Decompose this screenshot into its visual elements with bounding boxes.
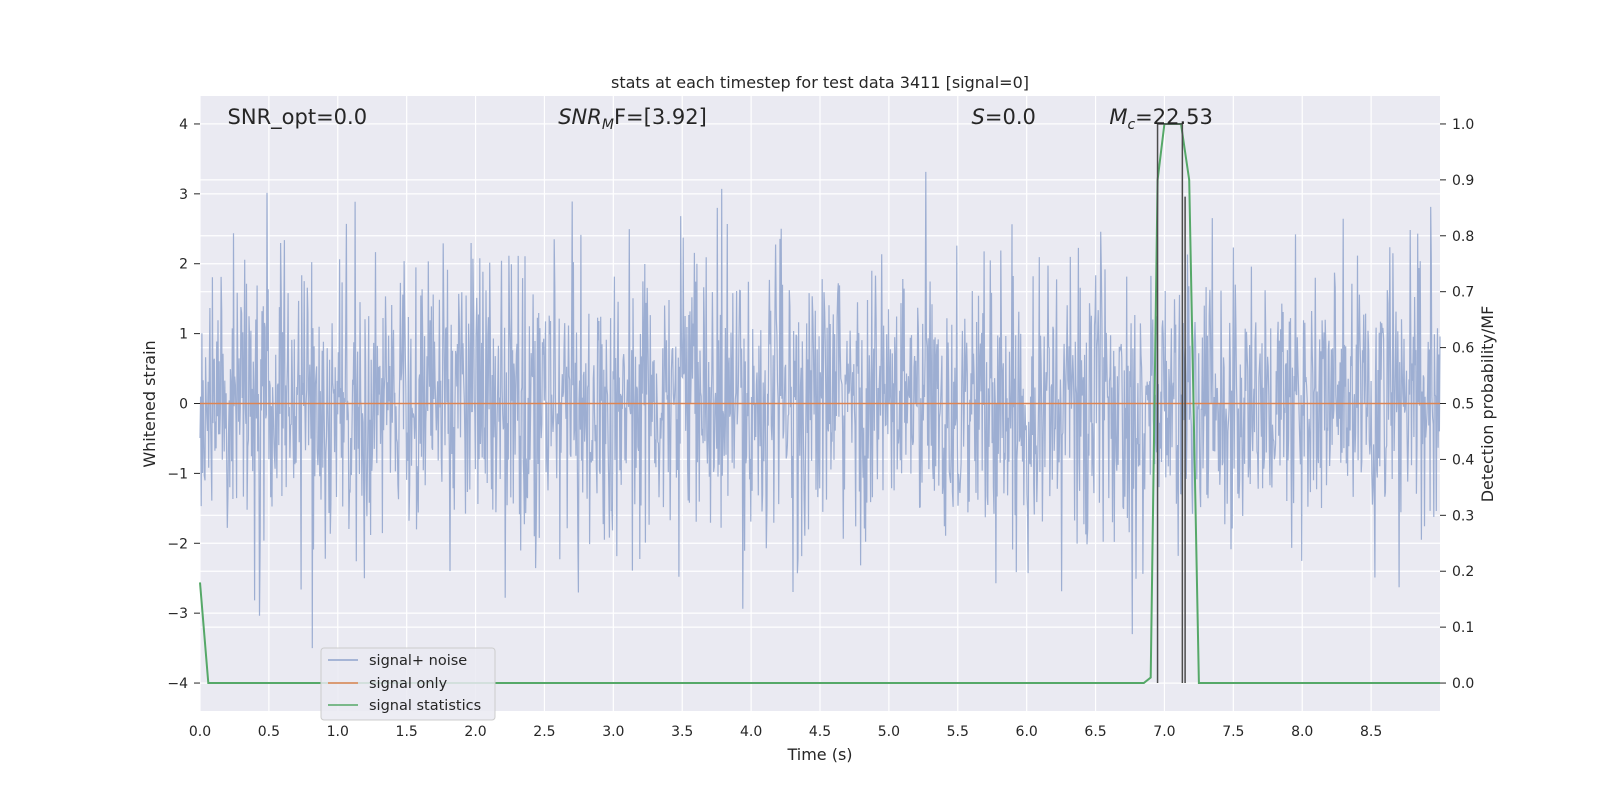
x-tick-label: 3.0	[602, 724, 624, 740]
y-right-tick-label: 0.1	[1452, 620, 1474, 636]
series-line-signal-noise	[199, 171, 1441, 649]
y-left-axis-label: Whitened strain	[140, 340, 159, 467]
series-signal-noise	[199, 171, 1441, 649]
legend-label-signal-only: signal only	[369, 676, 448, 692]
y-left-tick-label: 3	[179, 187, 188, 203]
y-left-tick-label: −1	[167, 466, 188, 482]
y-right-tick-label: 0.6	[1452, 341, 1474, 357]
vertical-markers	[1156, 123, 1186, 684]
y-right-tick-label: 0.8	[1452, 229, 1474, 245]
annotation-3: Mc=22.53	[1109, 105, 1213, 133]
y-right-tick-label: 0.7	[1452, 285, 1474, 301]
x-tick-label: 2.0	[464, 724, 486, 740]
y-left-tick-label: −2	[167, 536, 188, 552]
legend-label-signal-noise: signal+ noise	[369, 653, 467, 669]
y-left-tick-label: 1	[179, 327, 188, 343]
y-right-tick-label: 0.4	[1452, 452, 1474, 468]
y-right-tick-labels: 0.0 0.1 0.2 0.3 0.4 0.5 0.6 0.7 0.8 0.9 1.0	[1440, 117, 1474, 692]
annotation-0: SNR_opt=0.0	[228, 105, 368, 130]
x-tick-label: 0.5	[258, 724, 280, 740]
x-tick-label: 5.5	[947, 724, 969, 740]
y-right-tick-label: 0.2	[1452, 564, 1474, 580]
x-tick-label: 6.0	[1016, 724, 1038, 740]
y-left-tick-labels: −4 −3 −2 −1 0 1 2 3 4	[167, 117, 200, 692]
x-tick-label: 8.0	[1291, 724, 1313, 740]
x-tick-label: 7.0	[1153, 724, 1175, 740]
x-tick-label: 1.5	[396, 724, 418, 740]
legend-label-signal-statistics: signal statistics	[369, 698, 481, 714]
x-tick-labels: 0.0 0.5 1.0 1.5 2.0 2.5 3.0 3.5 4.0 4.5 5.0 5.5 6.0 6…	[189, 724, 1382, 740]
y-left-tick-label: −4	[167, 676, 188, 692]
legend: signal+ noise signal only signal statist…	[320, 647, 496, 721]
annotation-1: SNRMF=[3.92]	[558, 105, 707, 133]
y-right-tick-label: 0.0	[1452, 676, 1474, 692]
x-tick-label: 7.5	[1222, 724, 1244, 740]
y-left-tick-label: 4	[179, 117, 188, 133]
y-left-tick-label: 2	[179, 257, 188, 273]
x-tick-label: 0.0	[189, 724, 211, 740]
x-tick-label: 6.5	[1084, 724, 1106, 740]
annotations: SNR_opt=0.0 SNRMF=[3.92] S=0.0 Mc=22.53	[228, 105, 1213, 133]
y-right-tick-label: 0.3	[1452, 508, 1474, 524]
y-left-tick-label: −3	[167, 606, 188, 622]
x-tick-label: 4.0	[740, 724, 762, 740]
y-right-tick-label: 0.9	[1452, 173, 1474, 189]
chart-title: stats at each timestep for test data 341…	[611, 73, 1029, 92]
x-tick-label: 2.5	[533, 724, 555, 740]
y-right-axis-label: Detection probability/MF	[1478, 306, 1497, 503]
y-right-tick-label: 1.0	[1452, 117, 1474, 133]
x-tick-label: 1.0	[327, 724, 349, 740]
x-tick-label: 4.5	[809, 724, 831, 740]
x-tick-label: 3.5	[671, 724, 693, 740]
annotation-2: S=0.0	[972, 105, 1036, 129]
legend-box	[320, 647, 496, 721]
y-right-tick-label: 0.5	[1452, 397, 1474, 413]
x-axis-label: Time (s)	[786, 745, 852, 764]
y-left-tick-label: 0	[179, 397, 188, 413]
x-tick-label: 8.5	[1360, 724, 1382, 740]
x-tick-label: 5.0	[878, 724, 900, 740]
